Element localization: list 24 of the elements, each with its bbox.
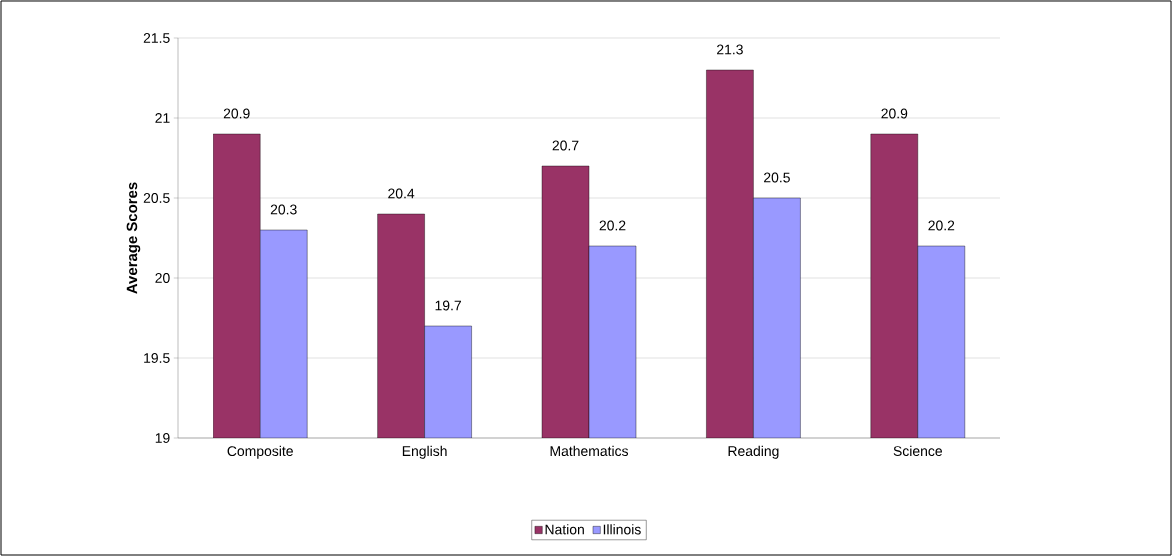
y-tick-label: 19 bbox=[155, 433, 170, 443]
data-label: 20.9 bbox=[881, 108, 908, 119]
data-label: 20.4 bbox=[388, 188, 415, 199]
x-tick-label: Reading bbox=[728, 445, 779, 459]
x-tick-label: English bbox=[402, 445, 447, 459]
data-label: 20.7 bbox=[552, 140, 579, 151]
x-tick-label: Science bbox=[893, 445, 942, 457]
y-tick-label: 21 bbox=[155, 113, 170, 123]
data-label: 20.5 bbox=[764, 172, 790, 183]
legend-label: Nation bbox=[545, 524, 584, 535]
x-tick-label: Composite bbox=[227, 445, 293, 459]
y-axis-title: Average Scores bbox=[126, 182, 141, 294]
data-label: 19.7 bbox=[435, 300, 461, 311]
y-tick-label: 19.5 bbox=[144, 353, 170, 363]
data-label: 20.2 bbox=[599, 220, 626, 231]
data-label: 20.2 bbox=[928, 220, 955, 231]
legend-label: Illinois bbox=[603, 524, 641, 535]
y-tick-label: 20.5 bbox=[143, 193, 170, 203]
data-label: 20.3 bbox=[270, 204, 297, 215]
data-label: 20.9 bbox=[223, 108, 250, 119]
data-label: 21.3 bbox=[717, 44, 743, 55]
y-tick-label: 21.5 bbox=[143, 33, 170, 43]
x-tick-label: Mathematics bbox=[550, 445, 629, 457]
y-tick-label: 20 bbox=[155, 273, 170, 283]
